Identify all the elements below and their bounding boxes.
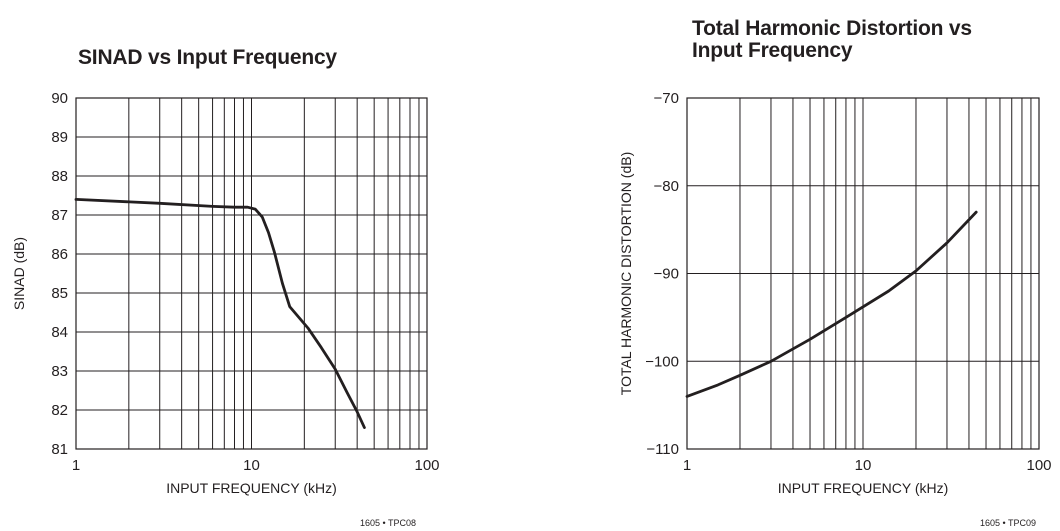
chart-title-line: SINAD vs Input Frequency xyxy=(78,46,337,69)
x-tick-label: 10 xyxy=(243,457,260,474)
y-tick-label: 87 xyxy=(51,207,68,224)
y-tick-label: 84 xyxy=(51,324,68,341)
y-tick-label: 90 xyxy=(51,90,68,107)
y-tick-label: 85 xyxy=(51,285,68,302)
sinad-chart: 90 89 88 87 86 85 84 83 82 811 10 100 INPUT FREQUENC… xyxy=(11,90,440,528)
y-tick-label: −90 xyxy=(654,266,679,283)
x-tick-label: 1 xyxy=(683,457,691,474)
thd-chart-panel: Total Harmonic Distortion vs Input Frequ… xyxy=(530,0,1060,531)
x-tick-label: 100 xyxy=(1026,457,1051,474)
y-tick-label: 81 xyxy=(51,441,68,458)
chart-title: Total Harmonic Distortion vs Input Frequ… xyxy=(692,18,972,62)
chart-title: SINAD vs Input Frequency xyxy=(78,47,337,69)
x-axis-label: INPUT FREQUENCY (kHz) xyxy=(166,480,337,496)
plot-frame xyxy=(686,97,1040,450)
grid xyxy=(687,98,1039,449)
plot-frame xyxy=(75,97,428,450)
y-tick-label: −80 xyxy=(654,178,679,195)
figure-code: 1605 • TPC09 xyxy=(980,518,1036,528)
y-tick-label: −70 xyxy=(654,90,679,107)
y-axis-label: TOTAL HARMONIC DISTORTION (dB) xyxy=(618,152,634,395)
x-tick-label: 1 xyxy=(72,457,80,474)
series-line xyxy=(74,197,366,430)
y-axis-label: SINAD (dB) xyxy=(11,237,27,310)
chart-title-line: Total Harmonic Distortion vs xyxy=(692,17,972,40)
y-tick-label: 88 xyxy=(51,168,68,185)
y-tick-label: 82 xyxy=(51,402,68,419)
y-tick-label: 89 xyxy=(51,129,68,146)
y-tick-label: −100 xyxy=(645,353,679,370)
x-tick-label: 100 xyxy=(414,457,439,474)
sinad-chart-panel: SINAD vs Input Frequency 90 89 88 87 86 85 84 8… xyxy=(11,47,440,529)
x-axis-label: INPUT FREQUENCY (kHz) xyxy=(778,480,949,496)
x-tick-label: 10 xyxy=(855,457,872,474)
series-line xyxy=(685,210,978,398)
y-tick-label: −110 xyxy=(646,441,679,458)
y-tick-label: 86 xyxy=(51,246,68,263)
figure-code: 1605 • TPC08 xyxy=(360,518,416,528)
y-tick-label: 83 xyxy=(51,363,68,380)
grid xyxy=(76,98,427,449)
chart-title-line: Input Frequency xyxy=(692,39,853,62)
